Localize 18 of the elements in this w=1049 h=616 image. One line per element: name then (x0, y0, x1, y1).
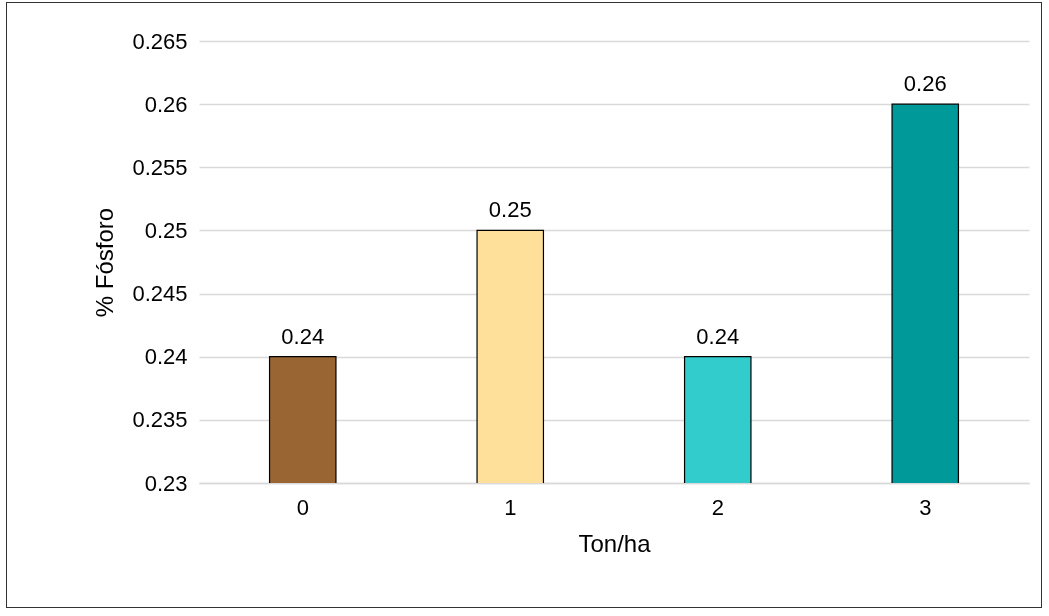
x-axis-title: Ton/ha (578, 529, 652, 557)
y-tick-label: 0.25 (144, 217, 188, 243)
y-axis-title: % Fósforo (91, 207, 119, 318)
y-tick-label: 0.255 (132, 154, 188, 180)
x-tick-label: 1 (504, 494, 517, 520)
data-label: 0.24 (696, 323, 740, 349)
y-tick-label: 0.235 (132, 407, 188, 433)
data-label: 0.25 (488, 197, 532, 223)
y-tick-label: 0.265 (132, 28, 188, 54)
data-label: 0.26 (903, 71, 947, 97)
y-tick-label: 0.26 (144, 91, 188, 117)
y-tick-label: 0.245 (132, 281, 188, 307)
x-tick-label: 2 (711, 494, 724, 520)
x-tick-label: 3 (919, 494, 932, 520)
y-tick-label: 0.23 (144, 470, 188, 496)
y-tick-label: 0.24 (144, 344, 188, 370)
x-tick-label: 0 (296, 494, 309, 520)
data-label: 0.24 (281, 323, 325, 349)
